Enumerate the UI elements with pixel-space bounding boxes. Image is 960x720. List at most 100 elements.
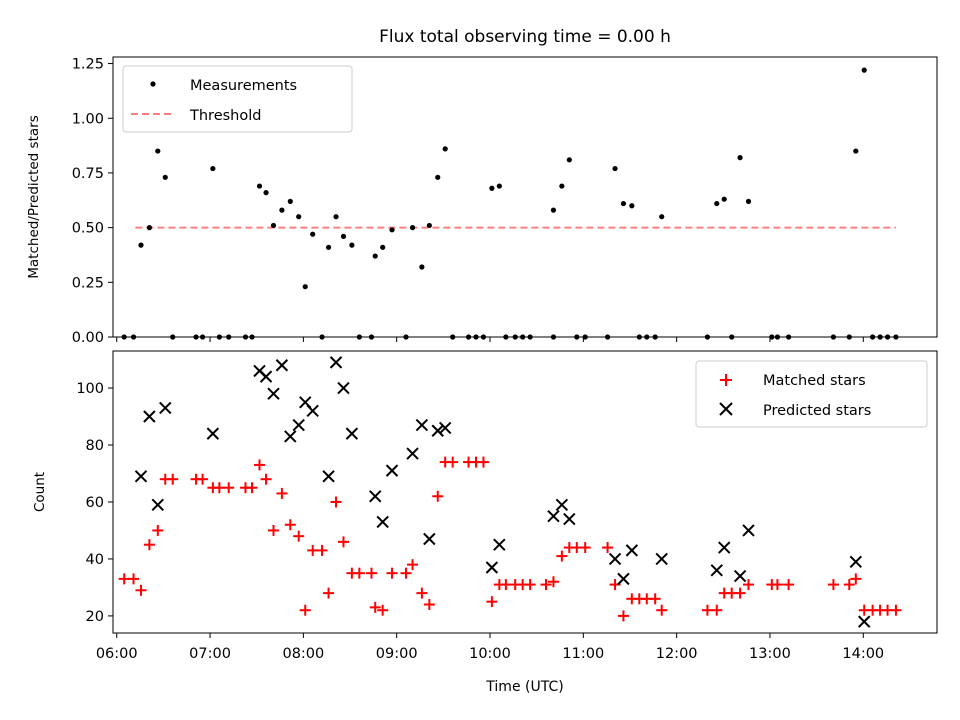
predicted-stars-layer xyxy=(134,356,871,628)
predicted-star-marker xyxy=(134,470,148,483)
matched-star-marker xyxy=(742,579,754,591)
matched-star-marker xyxy=(890,604,902,616)
measurement-point xyxy=(721,196,727,202)
predicted-star-marker xyxy=(617,572,630,586)
x-tick-label: 09:00 xyxy=(376,646,418,662)
top-y-tick-label: 0.75 xyxy=(72,166,104,182)
chart-title: Flux total observing time = 0.00 h xyxy=(379,27,671,47)
matched-star-marker xyxy=(524,579,536,591)
matched-star-marker xyxy=(118,573,130,585)
legend-marker-measurements xyxy=(150,81,156,87)
predicted-star-marker xyxy=(385,464,399,477)
matched-star-marker xyxy=(547,576,559,588)
predicted-star-marker xyxy=(733,569,747,583)
measurement-point xyxy=(629,203,635,209)
predicted-star-marker xyxy=(655,552,668,566)
measurement-point xyxy=(310,231,316,237)
measurement-point xyxy=(620,200,627,207)
x-tick-label: 11:00 xyxy=(562,646,604,662)
legend-marker-matched xyxy=(720,374,732,386)
measurement-point xyxy=(287,198,293,204)
measurement-point xyxy=(714,200,720,207)
matched-star-marker xyxy=(330,496,342,508)
predicted-star-marker xyxy=(742,524,755,537)
x-tick-label: 13:00 xyxy=(749,646,791,662)
measurement-point xyxy=(162,174,168,180)
bottom-y-tick-label: 20 xyxy=(86,609,104,625)
bottom-y-ticks: 20 40 60 80 100 xyxy=(76,381,113,625)
x-tick-label: 12:00 xyxy=(656,646,698,662)
matched-star-marker xyxy=(143,539,155,551)
legend-label-matched: Matched stars xyxy=(763,373,866,389)
measurement-point xyxy=(325,244,332,250)
top-legend-box xyxy=(122,65,353,133)
matched-star-marker xyxy=(423,599,435,611)
legend-marker-predicted xyxy=(719,402,733,416)
matched-star-marker xyxy=(407,559,419,571)
measurement-point xyxy=(302,284,308,290)
measurement-point xyxy=(270,222,277,229)
measurement-point xyxy=(349,242,355,248)
legend-label-measurements: Measurements xyxy=(190,78,297,94)
matched-star-marker xyxy=(579,542,591,554)
predicted-star-marker xyxy=(555,498,569,512)
bottom-y-tick-label: 80 xyxy=(86,438,104,454)
matched-star-marker xyxy=(167,473,179,485)
predicted-star-marker xyxy=(563,512,576,526)
x-tick-label: 08:00 xyxy=(282,646,324,662)
measurement-point xyxy=(566,157,572,163)
matched-star-marker xyxy=(500,579,512,591)
predicted-star-marker xyxy=(423,532,436,546)
x-axis-label: Time (UTC) xyxy=(485,679,563,695)
predicted-star-marker xyxy=(625,544,639,557)
matched-star-marker xyxy=(268,524,280,536)
bottom-legend: Matched stars Predicted stars xyxy=(695,360,928,428)
predicted-star-marker xyxy=(151,498,164,512)
measurement-point xyxy=(737,155,743,161)
predicted-star-marker xyxy=(493,538,506,551)
matched-star-marker xyxy=(254,459,266,471)
bottom-x-ticks: 06:00 07:00 08:00 09:00 10:00 11:00 12:00 13:00… xyxy=(96,633,884,662)
matched-star-marker xyxy=(377,604,389,616)
matched-star-marker xyxy=(128,573,140,585)
matched-star-marker xyxy=(827,579,839,591)
matched-star-marker xyxy=(447,456,459,468)
top-y-tick-label: 0.00 xyxy=(72,330,104,346)
measurement-point xyxy=(279,207,285,213)
top-legend: Measurements Threshold xyxy=(122,65,353,133)
predicted-star-marker xyxy=(322,470,335,483)
bottom-axes-frame xyxy=(112,350,938,634)
matched-star-marker xyxy=(432,490,444,502)
measurement-point xyxy=(559,183,565,189)
measurement-point xyxy=(435,174,441,180)
predicted-star-marker xyxy=(206,427,220,440)
matched-star-marker xyxy=(135,584,147,596)
x-tick-label: 07:00 xyxy=(189,646,231,662)
measurement-point xyxy=(296,214,302,220)
predicted-star-marker xyxy=(143,410,156,423)
matched-star-marker xyxy=(353,567,365,579)
matched-star-marker xyxy=(783,579,795,591)
matched-star-marker xyxy=(337,536,349,548)
predicted-star-marker xyxy=(376,515,389,529)
top-y-tick-label: 0.50 xyxy=(72,221,104,237)
measurement-point xyxy=(256,183,263,189)
top-y-tick-label: 1.25 xyxy=(72,57,104,73)
predicted-star-marker xyxy=(710,564,723,577)
predicted-star-marker xyxy=(439,421,452,435)
matched-star-marker xyxy=(477,456,489,468)
x-tick-label: 14:00 xyxy=(842,646,884,662)
bottom-y-tick-label: 60 xyxy=(86,495,104,511)
matched-star-marker xyxy=(316,544,328,556)
measurement-point xyxy=(442,146,448,152)
measurement-point xyxy=(659,214,665,220)
matched-star-marker xyxy=(386,567,398,579)
predicted-star-marker xyxy=(485,561,499,574)
predicted-star-marker xyxy=(275,359,289,372)
matched-star-marker xyxy=(197,473,209,485)
matched-star-marker xyxy=(213,482,225,494)
measurement-point xyxy=(419,264,425,270)
matched-stars-layer xyxy=(118,456,902,622)
